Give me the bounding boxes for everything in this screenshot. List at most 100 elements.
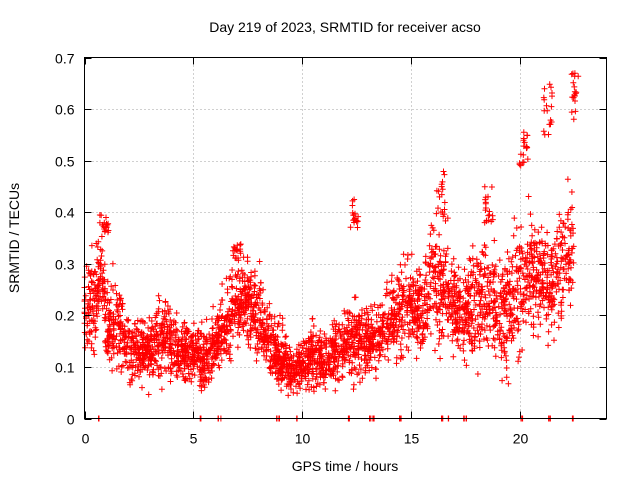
data-point (363, 305, 370, 312)
data-point (424, 306, 431, 313)
data-point (379, 332, 386, 339)
data-point (166, 328, 173, 335)
data-point (527, 282, 534, 289)
data-point (407, 274, 414, 281)
data-point (384, 290, 391, 297)
data-point (515, 326, 522, 333)
data-point (341, 346, 348, 353)
data-point (351, 334, 357, 341)
data-point (105, 220, 112, 227)
data-point (518, 224, 525, 230)
data-point (442, 259, 449, 266)
data-point (224, 330, 231, 337)
data-point (488, 218, 495, 225)
data-point (537, 321, 544, 328)
data-point (361, 357, 368, 364)
data-point (260, 286, 267, 293)
data-point (309, 368, 316, 375)
data-point (474, 327, 481, 334)
data-point (105, 227, 112, 234)
data-point (317, 362, 324, 369)
data-point (559, 233, 566, 240)
data-point (226, 344, 233, 351)
data-point (85, 267, 92, 274)
data-point (529, 232, 536, 239)
data-point (556, 224, 563, 231)
x-tick-label: 10 (295, 431, 311, 447)
data-point (373, 312, 380, 318)
data-point (376, 347, 383, 354)
data-point (497, 292, 504, 299)
data-point (153, 331, 160, 338)
data-point (321, 339, 328, 346)
data-point (104, 348, 111, 355)
data-point (463, 309, 470, 316)
data-point (191, 347, 198, 354)
data-point (428, 222, 435, 229)
data-point (131, 370, 138, 377)
data-point (561, 275, 568, 282)
data-point (222, 337, 229, 344)
data-point (375, 325, 382, 332)
data-point (233, 285, 240, 292)
data-point (86, 286, 93, 293)
data-point (332, 330, 339, 337)
data-point (432, 268, 439, 275)
data-point (103, 214, 109, 221)
data-point (520, 143, 527, 150)
data-point (402, 261, 408, 268)
data-point (488, 184, 495, 190)
data-point (474, 260, 481, 267)
data-point (448, 261, 455, 268)
data-point (532, 294, 539, 301)
data-point (297, 385, 304, 392)
data-point (88, 279, 95, 286)
data-point (414, 278, 421, 285)
data-point (460, 347, 467, 354)
data-point (365, 345, 372, 352)
data-point (400, 354, 406, 361)
data-point (155, 305, 162, 312)
data-point (335, 353, 342, 360)
data-point (484, 283, 491, 290)
x-tick-label: 15 (404, 431, 420, 447)
data-point (251, 319, 258, 325)
data-point (535, 229, 542, 236)
data-point (254, 341, 261, 347)
data-point (428, 249, 435, 256)
data-point (316, 355, 323, 362)
data-point (106, 328, 113, 335)
data-point (283, 333, 290, 340)
data-point (369, 324, 376, 331)
data-point (309, 315, 316, 322)
data-point (476, 301, 483, 308)
data-point (482, 270, 489, 277)
data-point (535, 314, 542, 321)
data-point (444, 245, 451, 252)
data-point (293, 362, 300, 369)
data-point (238, 296, 245, 303)
data-point (398, 323, 405, 330)
data-point (244, 332, 250, 339)
data-point (248, 273, 255, 280)
data-point (88, 328, 95, 335)
data-point (225, 348, 232, 355)
data-point (359, 307, 365, 313)
data-point (530, 332, 537, 339)
data-point (472, 330, 479, 337)
data-point (353, 331, 360, 338)
data-point (224, 289, 231, 296)
data-point (378, 328, 385, 335)
data-point (492, 353, 499, 360)
data-point (524, 156, 531, 163)
data-point (570, 116, 577, 123)
data-point (156, 373, 163, 379)
data-point (220, 347, 227, 354)
data-point (539, 283, 546, 290)
data-point (302, 373, 309, 380)
data-point (218, 314, 225, 321)
data-point (551, 319, 558, 326)
data-point (237, 241, 244, 248)
data-point (509, 332, 516, 339)
data-point (198, 371, 205, 378)
